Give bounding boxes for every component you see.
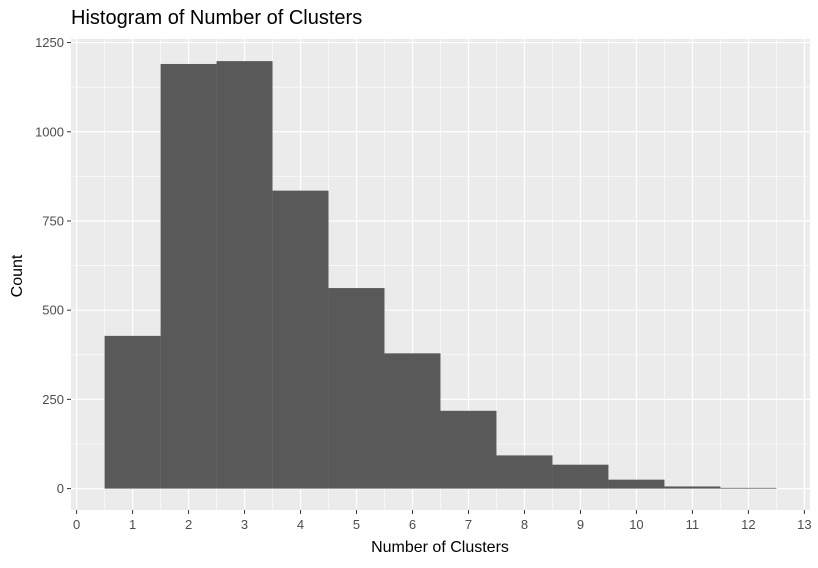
histogram-bar — [328, 288, 385, 489]
x-tick-label: 5 — [353, 517, 360, 532]
x-tick-label: 12 — [741, 517, 755, 532]
y-tick-label: 0 — [57, 481, 64, 496]
x-tick-label: 0 — [73, 517, 80, 532]
x-tick-label: 10 — [629, 517, 643, 532]
histogram-bar — [104, 335, 161, 489]
histogram-bar — [552, 464, 609, 489]
histogram-bar — [440, 410, 497, 489]
y-axis-label: Count — [9, 254, 26, 298]
histogram-bar — [384, 353, 441, 489]
histogram-bar — [664, 486, 721, 489]
x-tick-label: 8 — [521, 517, 528, 532]
x-tick-label: 7 — [465, 517, 472, 532]
x-tick-label: 3 — [241, 517, 248, 532]
histogram-bar — [496, 455, 553, 489]
histogram-bar — [160, 63, 217, 489]
x-tick-label: 2 — [185, 517, 192, 532]
histogram-bar — [216, 61, 273, 489]
x-axis-label: Number of Clusters — [371, 539, 509, 556]
x-tick-label: 11 — [686, 517, 700, 532]
y-tick-label: 1000 — [35, 124, 64, 139]
chart-title: Histogram of Number of Clusters — [71, 7, 363, 29]
y-axis: 0 250 500 750 1000 1250 — [35, 35, 71, 496]
x-tick-label: 4 — [297, 517, 304, 532]
x-tick-label: 9 — [577, 517, 584, 532]
y-tick-label: 750 — [42, 213, 64, 228]
y-tick-label: 250 — [42, 392, 64, 407]
x-axis: 0 1 2 3 4 5 6 7 8 9 10 11 12 13 — [73, 510, 812, 532]
y-tick-label: 500 — [42, 303, 64, 318]
y-tick-label: 1250 — [35, 35, 64, 50]
histogram-bar — [608, 479, 665, 489]
histogram-bars — [104, 61, 777, 489]
x-tick-label: 6 — [409, 517, 416, 532]
histogram-bar — [272, 190, 329, 489]
x-tick-label: 13 — [797, 517, 811, 532]
x-tick-label: 1 — [129, 517, 136, 532]
histogram-bar — [720, 487, 777, 489]
